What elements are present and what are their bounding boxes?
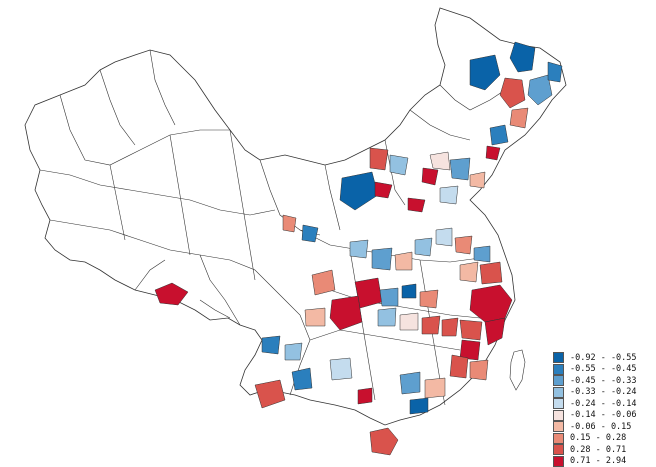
legend-label: -0.55 - -0.45 (570, 364, 637, 374)
legend-swatch (553, 352, 564, 363)
region-north-j (440, 186, 458, 204)
region-south-e (330, 358, 352, 380)
region-southwest-d (380, 288, 398, 306)
region-north-f (430, 152, 450, 170)
region-center-h (455, 236, 472, 254)
region-south-h (425, 378, 445, 398)
region-center-i (474, 246, 490, 262)
legend-swatch (553, 456, 564, 467)
region-north-g (408, 198, 425, 212)
region-hainan (370, 428, 398, 455)
legend-entry: -0.24 - -0.14 (553, 398, 653, 410)
legend-swatch (553, 398, 564, 409)
region-south-g (400, 372, 420, 394)
region-center-g (436, 228, 452, 246)
legend-swatch (553, 387, 564, 398)
legend-swatch (553, 375, 564, 386)
legend-entry: -0.45 - -0.33 (553, 375, 653, 387)
legend-label: -0.33 - -0.24 (570, 387, 637, 397)
region-southwest-g (305, 308, 325, 326)
region-south-d (292, 368, 312, 390)
region-southwest-f (420, 290, 438, 308)
legend-entry: 0.15 - 0.28 (553, 433, 653, 445)
region-north-h (450, 158, 470, 180)
region-southwest-i (400, 313, 418, 330)
region-center-f (415, 238, 432, 256)
region-south-i (410, 398, 428, 414)
region-north-e (422, 168, 438, 185)
legend-label: -0.92 - -0.55 (570, 353, 637, 363)
legend-label: 0.15 - 0.28 (570, 433, 626, 443)
region-southwest-e (402, 284, 416, 298)
legend-swatch (553, 410, 564, 421)
region-east-g (442, 318, 458, 336)
legend-label: -0.24 - -0.14 (570, 399, 637, 409)
region-north-b (390, 155, 408, 175)
region-center-c (350, 240, 368, 258)
legend-swatch (553, 444, 564, 455)
region-center-a (283, 215, 296, 232)
region-east-e (450, 355, 468, 378)
region-center-e (395, 252, 412, 270)
region-northeast-g (490, 125, 508, 145)
taiwan-outline (510, 350, 525, 390)
map-legend: -0.92 - -0.55-0.55 - -0.45-0.45 - -0.33-… (553, 352, 653, 467)
legend-label: 0.71 - 2.94 (570, 456, 626, 466)
region-east-b (485, 318, 505, 345)
region-center-j (460, 262, 478, 282)
legend-label: -0.06 - 0.15 (570, 422, 631, 432)
region-southwest-h (378, 308, 396, 326)
region-center-b (302, 225, 318, 242)
region-southwest-j (422, 316, 440, 334)
legend-label: -0.45 - -0.33 (570, 376, 637, 386)
legend-entry: -0.92 - -0.55 (553, 352, 653, 364)
region-north-a (370, 148, 388, 170)
region-east-c (460, 320, 482, 340)
legend-swatch (553, 364, 564, 375)
legend-swatch (553, 433, 564, 444)
legend-swatch (553, 421, 564, 432)
region-south-c (255, 380, 285, 408)
legend-entry: -0.33 - -0.24 (553, 387, 653, 399)
legend-label: -0.14 - -0.06 (570, 410, 637, 420)
legend-entry: -0.06 - 0.15 (553, 421, 653, 433)
legend-entry: -0.55 - -0.45 (553, 364, 653, 376)
region-northeast-f (510, 108, 528, 128)
region-north-i (470, 172, 485, 188)
legend-entry: 0.71 - 2.94 (553, 456, 653, 467)
legend-label: 0.28 - 0.71 (570, 445, 626, 455)
region-east-f (470, 360, 488, 380)
legend-entry: 0.28 - 0.71 (553, 444, 653, 456)
region-south-b (285, 343, 302, 360)
region-center-k (480, 262, 502, 284)
legend-entry: -0.14 - -0.06 (553, 410, 653, 422)
region-south-f (358, 388, 372, 404)
region-south-a (262, 336, 280, 354)
region-center-d (372, 248, 392, 270)
